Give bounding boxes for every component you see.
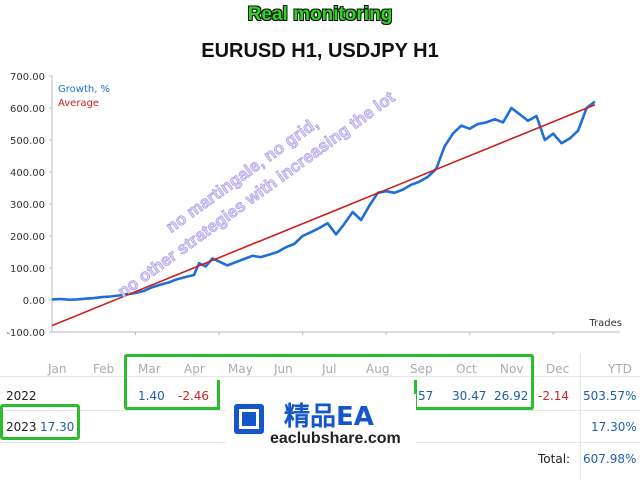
chart-title: Real monitoring	[247, 4, 393, 25]
value-2023-jan: 17.30	[40, 420, 75, 434]
logo-brand: 精品EA	[284, 402, 374, 432]
month-mar: Mar	[138, 362, 161, 376]
legend-growth: Growth, %	[58, 84, 110, 95]
value-2022-mar: 1.40	[138, 389, 165, 403]
watermark-line2: no other strategies with increasing the …	[114, 88, 398, 302]
chart-subtitle: EURUSD H1, USDJPY H1	[201, 40, 439, 62]
highlight-2023	[0, 404, 80, 440]
total-label: Total:	[538, 452, 571, 466]
month-apr: Apr	[184, 362, 205, 376]
highlight-months	[124, 354, 534, 384]
month-aug: Aug	[366, 362, 390, 376]
chart-legend: Growth, % Average	[58, 84, 110, 109]
total-value: 607.98%	[583, 452, 637, 466]
value-2022-sep: 57	[418, 389, 434, 403]
chart-marks	[51, 100, 596, 327]
value-2022-dec: -2.14	[538, 389, 570, 403]
y-tick-label: 0.00	[23, 296, 45, 307]
year-2022: 2022	[6, 389, 37, 403]
month-jun: Jun	[274, 362, 293, 376]
y-tick-label: -100.00	[6, 328, 45, 336]
month-ytd: YTD	[608, 362, 632, 376]
year-2023: 2023	[6, 420, 37, 434]
value-2022-nov: 26.92	[494, 389, 529, 403]
value-2023-ytd: 17.30%	[591, 420, 637, 434]
highlight-2022-left	[124, 380, 220, 410]
legend-average: Average	[58, 98, 99, 109]
month-jan: Jan	[48, 362, 67, 376]
month-oct: Oct	[456, 362, 477, 376]
month-feb: Feb	[93, 362, 115, 376]
y-tick-label: 700.00	[10, 72, 45, 83]
month-nov: Nov	[500, 362, 524, 376]
watermark: no martingale, no grid, no other strateg…	[114, 87, 399, 302]
y-tick-label: 600.00	[10, 104, 45, 115]
logo-site: eaclubshare.com	[270, 430, 401, 447]
y-tick-label: 100.00	[10, 264, 45, 275]
x-axis-title: Trades	[588, 318, 622, 329]
highlight-2022-right	[414, 380, 534, 410]
month-dec: Dec	[546, 362, 570, 376]
chart-axes: -100.00 0.00 100.00 200.00 300.00 400.00 500.0…	[6, 72, 622, 336]
month-may: May	[228, 362, 253, 376]
y-tick-label: 400.00	[10, 168, 45, 179]
average-series-line	[51, 104, 596, 327]
growth-chart: -100.00 0.00 100.00 200.00 300.00 400.00 500.0…	[6, 72, 622, 336]
y-tick-label: 500.00	[10, 136, 45, 147]
value-2022-oct: 30.47	[452, 389, 487, 403]
month-jul: Jul	[322, 362, 337, 376]
month-sep: Sep	[410, 362, 433, 376]
y-tick-label: 200.00	[10, 232, 45, 243]
book-icon	[234, 404, 264, 434]
growth-series-line	[51, 100, 596, 301]
eaclubshare-logo: 精品EA eaclubshare.com	[226, 394, 416, 452]
value-2022-apr: -2.46	[178, 389, 210, 403]
value-2022-ytd: 503.57%	[583, 389, 637, 403]
y-tick-label: 300.00	[10, 200, 45, 211]
